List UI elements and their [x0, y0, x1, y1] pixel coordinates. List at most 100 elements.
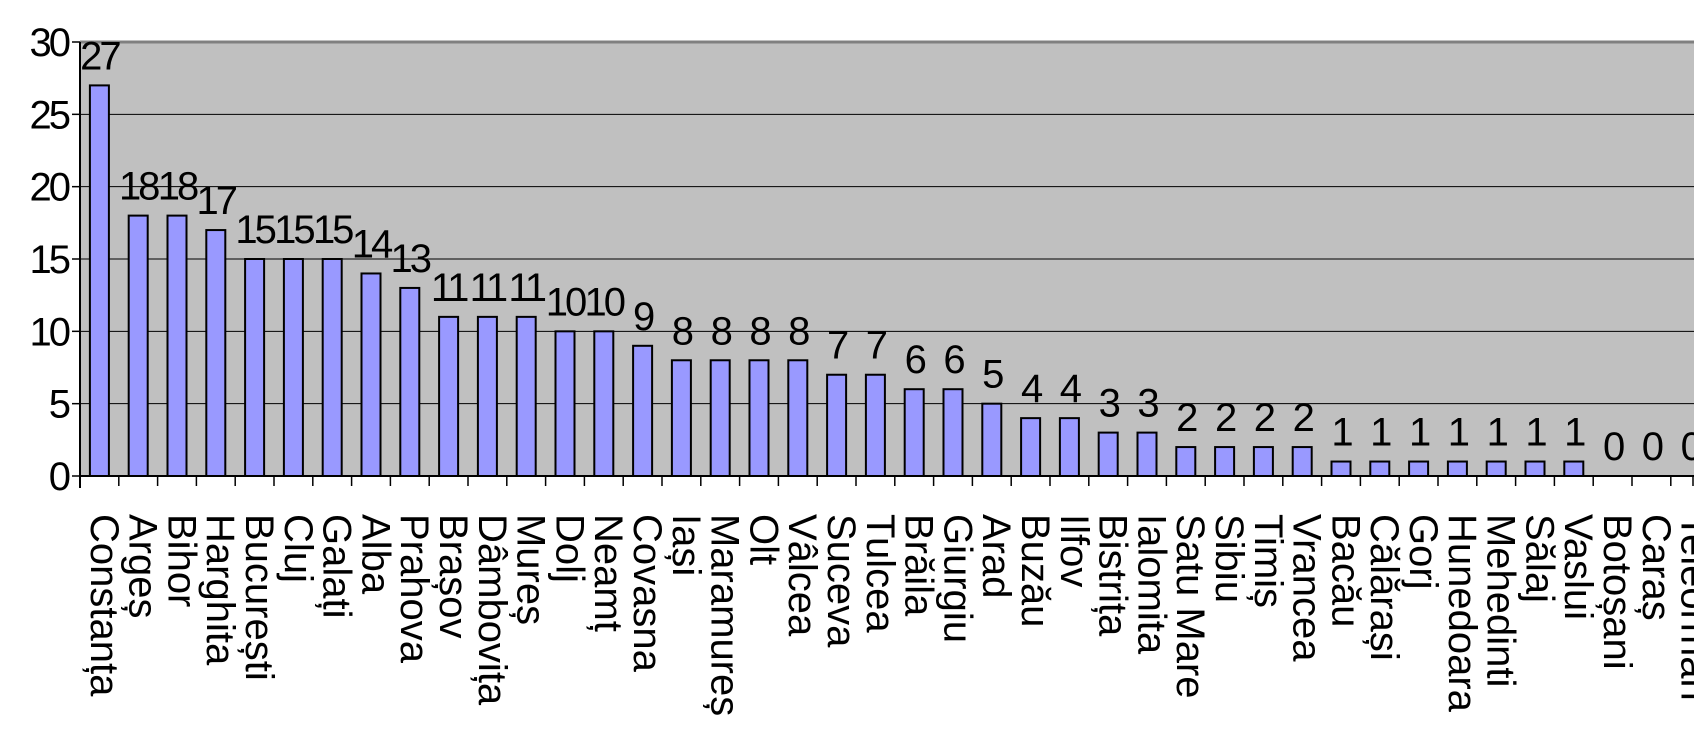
data-label: 1	[1331, 411, 1352, 455]
data-label: 15	[235, 208, 275, 252]
y-tick-label: 10	[30, 310, 70, 354]
bar	[321, 258, 343, 477]
bar	[360, 272, 382, 478]
data-label: 10	[585, 280, 625, 324]
category-label: Timiș	[1246, 514, 1290, 608]
data-label: 1	[1525, 411, 1546, 455]
y-axis: 0 5 10 15 20 25 30	[30, 21, 81, 499]
category-label: Mehedinti	[1479, 514, 1523, 687]
data-label: 4	[1060, 367, 1082, 411]
category-label: Cluj	[276, 514, 320, 583]
data-label: 8	[672, 309, 693, 353]
bar-series	[88, 84, 1585, 478]
data-label: 8	[711, 309, 732, 353]
data-label: 15	[274, 208, 314, 252]
data-label: 0	[1642, 425, 1663, 469]
data-label: 7	[827, 324, 848, 368]
category-label: Satu Mare	[1168, 514, 1212, 699]
bar	[166, 214, 188, 477]
category-label: Vaslui	[1556, 514, 1600, 620]
bar	[1175, 446, 1197, 478]
category-label: Brăila	[897, 514, 941, 617]
x-axis	[79, 475, 1694, 486]
gridlines	[80, 113, 1694, 405]
bar	[709, 359, 731, 477]
data-label: 27	[80, 34, 120, 78]
bar	[476, 315, 498, 477]
category-label: Covasna	[625, 514, 669, 673]
data-label: 2	[1293, 396, 1314, 440]
category-label: Iași	[664, 514, 708, 576]
category-label: Ilfov	[1052, 514, 1096, 587]
data-label: 1	[1409, 411, 1430, 455]
y-tick-label: 20	[30, 166, 70, 210]
bar	[787, 359, 809, 477]
data-label: 9	[633, 295, 654, 339]
category-label: Dâmbovița	[470, 514, 514, 706]
category-label: Călărași	[1362, 514, 1406, 661]
data-label: 5	[982, 353, 1003, 397]
bar	[1214, 446, 1236, 478]
data-label: 6	[943, 338, 964, 382]
bar	[981, 402, 1003, 477]
bar	[632, 344, 654, 477]
data-label: 2	[1254, 396, 1275, 440]
bar	[670, 359, 692, 477]
bar	[127, 214, 149, 477]
category-label: Hunedoara	[1440, 514, 1484, 713]
category-label: Giurgiu	[935, 514, 979, 643]
bar	[1369, 460, 1391, 477]
category-label: Sibiu	[1207, 514, 1251, 603]
category-label: Botoșani	[1595, 514, 1639, 670]
bar	[1485, 460, 1507, 477]
category-label: Dolj	[547, 514, 591, 583]
category-label: Galați	[315, 514, 359, 619]
data-label: 4	[1021, 367, 1043, 411]
bar	[244, 258, 266, 477]
data-label: 17	[197, 179, 237, 223]
data-label: 11	[508, 266, 545, 310]
data-label: 3	[1099, 382, 1120, 426]
category-label: Vrancea	[1285, 514, 1329, 662]
data-label: 3	[1137, 382, 1158, 426]
bar	[1097, 431, 1119, 478]
bar	[1524, 460, 1546, 477]
bar	[593, 330, 615, 478]
bar	[282, 258, 304, 477]
category-label: Neamț	[586, 514, 630, 632]
y-tick-label: 30	[30, 21, 70, 65]
bar	[399, 286, 421, 477]
y-tick-label: 25	[30, 93, 70, 137]
data-label: 1	[1564, 411, 1585, 455]
category-label: Teleorman	[1673, 514, 1694, 701]
data-label: 1	[1370, 411, 1391, 455]
data-label: 7	[866, 324, 887, 368]
bar	[826, 373, 848, 478]
data-label: 2	[1215, 396, 1236, 440]
data-label: 1	[1448, 411, 1469, 455]
data-label: 13	[391, 237, 431, 281]
y-tick-label: 0	[49, 455, 70, 499]
bar	[1136, 431, 1158, 478]
bar	[1058, 417, 1080, 477]
data-label: 8	[749, 309, 770, 353]
bar	[864, 373, 886, 478]
category-label: Buzău	[1013, 514, 1057, 627]
bar	[1252, 446, 1274, 478]
bar	[554, 330, 576, 478]
data-label: 0	[1603, 425, 1624, 469]
bar	[942, 388, 964, 478]
data-label: 14	[352, 222, 393, 266]
category-label: Bacău	[1323, 514, 1367, 627]
category-label: Olt	[741, 514, 785, 565]
category-label: Arad	[974, 514, 1018, 599]
data-label: 10	[546, 280, 586, 324]
category-label: Prahova	[392, 514, 436, 664]
data-label: 0	[1681, 425, 1694, 469]
data-label: 1	[1487, 411, 1508, 455]
category-label: Vâlcea	[780, 514, 824, 637]
bar	[1563, 460, 1585, 477]
y-tick-label: 15	[30, 238, 70, 282]
category-label: Gorj	[1401, 514, 1445, 590]
category-label: Brașov	[431, 514, 475, 639]
